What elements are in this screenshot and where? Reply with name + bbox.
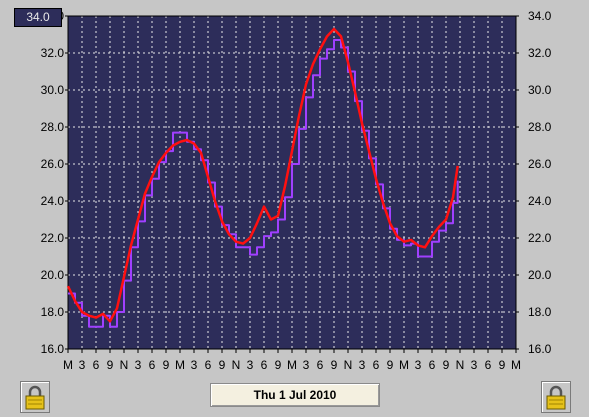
y-tick-label-right: 22.0 (528, 231, 552, 245)
x-tick-label: N (232, 358, 241, 372)
y-tick-label-right: 24.0 (528, 194, 552, 208)
date-button[interactable]: Thu 1 Jul 2010 (210, 383, 380, 407)
x-tick-label: 9 (163, 358, 170, 372)
x-tick-label: 3 (415, 358, 422, 372)
padlock-icon (546, 385, 566, 410)
y-tick-label-left: 28.0 (41, 120, 65, 134)
series-layer (66, 27, 459, 328)
x-tick-label: M (287, 358, 297, 372)
x-tick-label: 9 (219, 358, 226, 372)
x-tick-label: M (175, 358, 185, 372)
x-tick-label: 9 (443, 358, 450, 372)
x-tick-label: 6 (261, 358, 268, 372)
x-tick-label: 6 (373, 358, 380, 372)
x-tick-label: 9 (387, 358, 394, 372)
x-tick-label: 9 (499, 358, 506, 372)
x-tick-label: 6 (429, 358, 436, 372)
x-tick-label: 9 (107, 358, 114, 372)
x-tick-label: 3 (191, 358, 198, 372)
x-tick-label: 9 (275, 358, 282, 372)
x-tick-label: N (344, 358, 353, 372)
x-tick-label: 6 (205, 358, 212, 372)
x-tick-label: 3 (303, 358, 310, 372)
y-tick-label-left: 16.0 (41, 342, 65, 356)
padlock-icon (25, 385, 45, 410)
x-tick-label: M (399, 358, 409, 372)
series-line-purple (68, 39, 459, 328)
x-tick-label: N (120, 358, 129, 372)
x-tick-label: M (63, 358, 73, 372)
y-tick-label-right: 28.0 (528, 120, 552, 134)
x-tick-label: 6 (485, 358, 492, 372)
y-tick-label-left: 30.0 (41, 83, 65, 97)
x-tick-label: 3 (359, 358, 366, 372)
y-tick-label-right: 26.0 (528, 157, 552, 171)
right-lock-button[interactable] (541, 381, 571, 413)
y-tick-label-left: 20.0 (41, 268, 65, 282)
y-tick-label-left: 32.0 (41, 46, 65, 60)
series-line-red (66, 27, 459, 323)
value-readout: 34.0 (14, 8, 62, 27)
x-tick-label: 6 (149, 358, 156, 372)
grid (67, 15, 517, 350)
x-tick-label: 6 (317, 358, 324, 372)
y-tick-label-left: 24.0 (41, 194, 65, 208)
y-tick-label-left: 26.0 (41, 157, 65, 171)
y-tick-label-left: 18.0 (41, 305, 65, 319)
x-tick-label: N (456, 358, 465, 372)
y-tick-label-right: 16.0 (528, 342, 552, 356)
x-tick-label: M (511, 358, 521, 372)
y-tick-label-right: 20.0 (528, 268, 552, 282)
y-tick-label-left: 22.0 (41, 231, 65, 245)
y-tick-label-right: 34.0 (528, 9, 552, 23)
x-tick-label: 9 (331, 358, 338, 372)
x-tick-label: 3 (471, 358, 478, 372)
x-tick-label: 6 (93, 358, 100, 372)
y-tick-label-right: 32.0 (528, 46, 552, 60)
x-tick-label: 3 (247, 358, 254, 372)
y-axis-right: 34.0 32.0 30.0 28.0 26.0 24.0 22.0 20.0 18.0 16.0 (516, 9, 552, 356)
y-tick-label-right: 30.0 (528, 83, 552, 97)
x-tick-label: 3 (135, 358, 142, 372)
x-tick-label: 3 (79, 358, 86, 372)
y-tick-label-right: 18.0 (528, 305, 552, 319)
left-lock-button[interactable] (20, 381, 50, 413)
